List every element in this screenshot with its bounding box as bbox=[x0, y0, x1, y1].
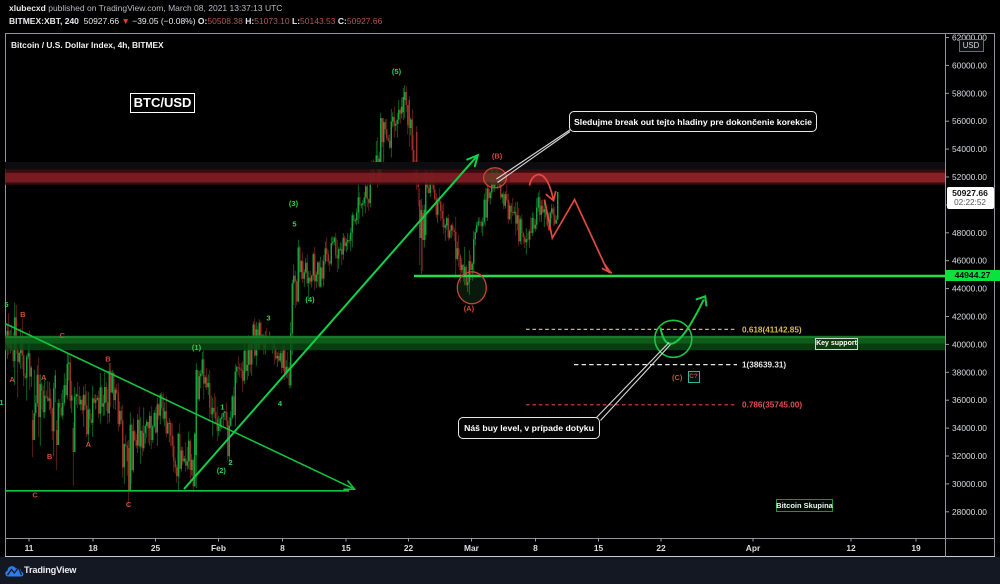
svg-text:25: 25 bbox=[151, 543, 161, 553]
svg-text:1: 1 bbox=[220, 403, 224, 412]
svg-text:36000.00: 36000.00 bbox=[952, 395, 987, 405]
svg-text:8: 8 bbox=[533, 543, 538, 553]
svg-text:Mar: Mar bbox=[464, 543, 480, 553]
svg-text:0.786(35745.00): 0.786(35745.00) bbox=[742, 401, 802, 410]
svg-text:Feb: Feb bbox=[211, 543, 226, 553]
svg-text:(3): (3) bbox=[289, 199, 299, 208]
svg-text:19: 19 bbox=[911, 543, 921, 553]
svg-text:11: 11 bbox=[25, 543, 34, 553]
svg-text:(1): (1) bbox=[192, 343, 202, 352]
svg-text:1: 1 bbox=[0, 398, 4, 407]
svg-text:(A): (A) bbox=[464, 304, 475, 313]
svg-text:5: 5 bbox=[4, 300, 8, 309]
svg-text:40000.00: 40000.00 bbox=[952, 339, 987, 349]
svg-text:A: A bbox=[41, 373, 47, 382]
svg-text:54000.00: 54000.00 bbox=[952, 144, 987, 154]
svg-text:15: 15 bbox=[341, 543, 351, 553]
svg-text:B: B bbox=[20, 310, 26, 319]
svg-text:12: 12 bbox=[846, 543, 856, 553]
svg-text:46000.00: 46000.00 bbox=[952, 256, 987, 266]
svg-text:B: B bbox=[105, 354, 111, 363]
svg-text:38000.00: 38000.00 bbox=[952, 367, 987, 377]
svg-text:(4): (4) bbox=[305, 295, 315, 304]
svg-text:56000.00: 56000.00 bbox=[952, 116, 987, 126]
svg-text:2: 2 bbox=[229, 458, 233, 467]
svg-text:(B): (B) bbox=[492, 152, 503, 161]
svg-text:15: 15 bbox=[594, 543, 604, 553]
svg-text:0.618(41142.85): 0.618(41142.85) bbox=[742, 326, 802, 335]
svg-text:58000.00: 58000.00 bbox=[952, 88, 987, 98]
svg-text:B: B bbox=[47, 452, 53, 461]
svg-text:A: A bbox=[86, 440, 92, 449]
svg-text:C: C bbox=[59, 331, 65, 340]
svg-text:22: 22 bbox=[656, 543, 666, 553]
svg-text:18: 18 bbox=[88, 543, 98, 553]
svg-text:Apr: Apr bbox=[746, 543, 761, 553]
svg-text:34000.00: 34000.00 bbox=[952, 423, 987, 433]
svg-text:62000.00: 62000.00 bbox=[952, 33, 987, 43]
svg-text:C: C bbox=[32, 490, 38, 499]
svg-text:(C): (C) bbox=[672, 373, 683, 382]
svg-text:4: 4 bbox=[278, 399, 283, 408]
svg-text:32000.00: 32000.00 bbox=[952, 451, 987, 461]
svg-text:1(38639.31): 1(38639.31) bbox=[742, 361, 786, 370]
svg-text:8: 8 bbox=[280, 543, 285, 553]
svg-text:3: 3 bbox=[266, 314, 270, 323]
svg-text:A: A bbox=[9, 375, 15, 384]
svg-text:60000.00: 60000.00 bbox=[952, 60, 987, 70]
svg-text:(2): (2) bbox=[217, 466, 227, 475]
svg-text:42000.00: 42000.00 bbox=[952, 312, 987, 322]
svg-text:22: 22 bbox=[404, 543, 414, 553]
svg-text:30000.00: 30000.00 bbox=[952, 479, 987, 489]
svg-text:48000.00: 48000.00 bbox=[952, 228, 987, 238]
svg-text:5: 5 bbox=[292, 220, 296, 229]
svg-text:(5): (5) bbox=[392, 67, 402, 76]
svg-text:28000.00: 28000.00 bbox=[952, 507, 987, 517]
svg-text:44000.00: 44000.00 bbox=[952, 284, 987, 294]
svg-text:52000.00: 52000.00 bbox=[952, 172, 987, 182]
svg-text:C: C bbox=[126, 500, 132, 509]
